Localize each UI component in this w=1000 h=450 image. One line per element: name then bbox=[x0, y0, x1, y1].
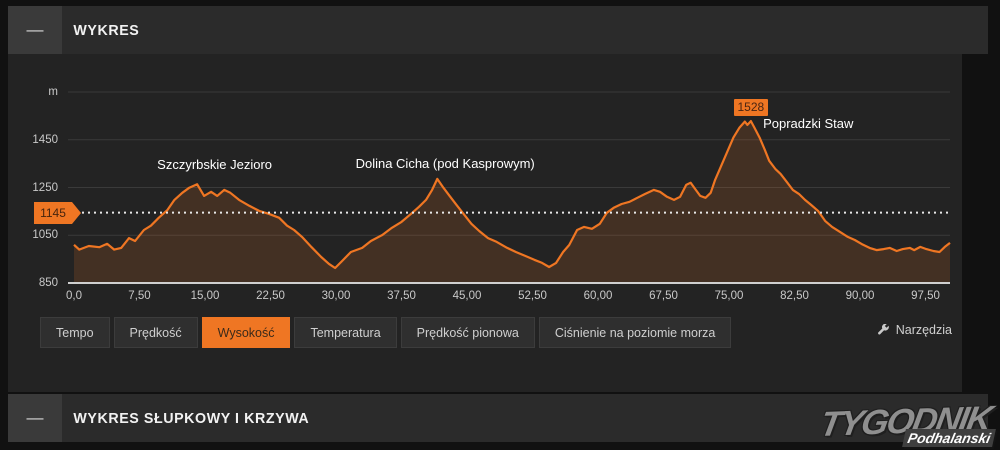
y-tick-label: m bbox=[48, 86, 58, 98]
elevation-line bbox=[73, 120, 951, 270]
y-tick-label: 1050 bbox=[32, 229, 58, 242]
max-elevation-badge: 1528 bbox=[733, 99, 768, 116]
collapse-chart-button[interactable]: — bbox=[8, 6, 62, 54]
x-tick-label: 22,50 bbox=[256, 290, 285, 302]
minus-icon: — bbox=[26, 408, 44, 427]
chart-section-header: — WYKRES bbox=[8, 6, 988, 54]
tab-temperatura[interactable]: Temperatura bbox=[294, 317, 397, 348]
tab-wysokość[interactable]: Wysokość bbox=[201, 317, 291, 348]
x-tick-label: 60,00 bbox=[583, 290, 613, 302]
tab-prędkość[interactable]: Prędkość bbox=[113, 317, 198, 348]
y-tick-label: 850 bbox=[38, 277, 58, 289]
tools-button[interactable]: Narzędzia bbox=[877, 323, 952, 337]
tools-label: Narzędzia bbox=[895, 323, 952, 337]
minus-icon: — bbox=[26, 20, 44, 39]
elevation-plot bbox=[8, 54, 962, 304]
x-tick-label: 90,00 bbox=[845, 290, 875, 302]
x-tick-label: 0,0 bbox=[66, 290, 82, 302]
chart-annotation: Dolina Cicha (pod Kasprowym) bbox=[355, 155, 535, 171]
x-tick-label: 75,00 bbox=[714, 290, 744, 302]
metric-tab-bar: Tempo Prędkość Wysokość Temperatura Prędkość… bbox=[40, 317, 732, 348]
tab-ciśnienie-na-poziomie-morza[interactable]: Ciśnienie na poziomie morza bbox=[538, 317, 732, 348]
x-tick-label: 15,00 bbox=[190, 290, 220, 302]
tab-tempo[interactable]: Tempo bbox=[40, 317, 110, 348]
x-tick-label: 37,50 bbox=[387, 290, 416, 302]
x-tick-label: 52,50 bbox=[518, 290, 547, 302]
x-tick-label: 97,50 bbox=[911, 290, 940, 302]
chart-annotation: Szczyrbskie Jezioro bbox=[157, 156, 273, 172]
wrench-icon bbox=[877, 323, 890, 337]
x-tick-label: 67,50 bbox=[649, 290, 678, 302]
tab-prędkość-pionowa[interactable]: Prędkość pionowa bbox=[400, 317, 535, 348]
x-tick-label: 82,50 bbox=[780, 290, 809, 302]
bar-chart-section-title: WYKRES SŁUPKOWY I KRZYWA bbox=[73, 409, 310, 427]
elevation-area-fill bbox=[74, 121, 950, 283]
y-tick-label: 1450 bbox=[32, 133, 58, 146]
x-tick-label: 45,00 bbox=[452, 290, 482, 302]
x-tick-label: 7,50 bbox=[128, 290, 151, 302]
chart-annotation: Popradzki Staw bbox=[763, 116, 854, 132]
collapse-bar-chart-button[interactable]: — bbox=[8, 394, 62, 442]
bar-chart-section-header: — WYKRES SŁUPKOWY I KRZYWA bbox=[8, 394, 988, 442]
y-tick-label: 1250 bbox=[32, 181, 58, 194]
threshold-badge: 1145 bbox=[34, 201, 81, 224]
chart-section-title: WYKRES bbox=[73, 21, 140, 39]
x-tick-label: 30,00 bbox=[321, 290, 351, 302]
chart-panel: m 1450 1250 1050 850 0,0 7,50 15,00 22,50 30,00 3… bbox=[8, 54, 962, 392]
